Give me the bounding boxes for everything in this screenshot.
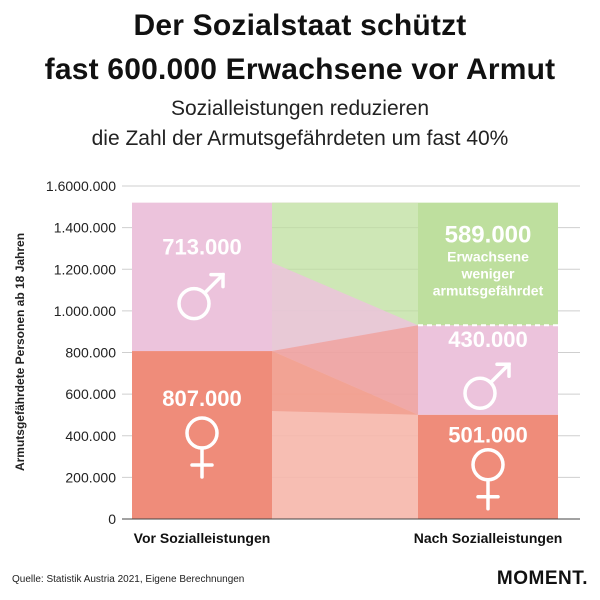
- male-symbol-icon: [463, 362, 511, 410]
- y-tick-label: 600.000: [65, 386, 116, 402]
- y-tick-label: 200.000: [65, 469, 116, 485]
- y-tick-label: 800.000: [65, 345, 116, 361]
- value-label-female-vor: 807.000: [162, 386, 242, 411]
- category-label: Nach Sozialleistungen: [414, 530, 563, 546]
- moment-logo: MOMENT.: [496, 568, 588, 589]
- y-tick-label: 1.000.000: [54, 303, 116, 319]
- male-symbol-icon: [177, 272, 225, 321]
- bar-female-vor: [132, 351, 272, 519]
- y-tick-label: 400.000: [65, 428, 116, 444]
- reduction-annotation-line: weniger: [461, 266, 515, 282]
- bar-reduction-nach: [418, 202, 558, 326]
- subtitle-line-1: Sozialleistungen reduzieren: [171, 97, 429, 120]
- reduction-annotation-line: armutsgefährdet: [433, 283, 544, 299]
- category-label: Vor Sozialleistungen: [134, 530, 271, 546]
- female-symbol-icon: [471, 447, 505, 511]
- bar-male-vor: [132, 202, 272, 352]
- y-tick-label: 0: [108, 511, 116, 527]
- value-label-female-nach: 501.000: [448, 423, 528, 448]
- title-line-2: fast 600.000 Erwachsene vor Armut: [44, 53, 556, 86]
- reduction-annotation-line: Erwachsene: [447, 249, 529, 265]
- y-tick-label: 1.6000.000: [46, 178, 116, 194]
- y-tick-label: 1.400.000: [54, 220, 116, 236]
- female-symbol-icon: [185, 416, 219, 479]
- subtitle-line-2: die Zahl der Armutsgefährdeten um fast 4…: [91, 127, 509, 150]
- bar-male-nach: [418, 325, 558, 415]
- title-line-1: Der Sozialstaat schützt: [133, 9, 467, 42]
- value-label-male-vor: 713.000: [162, 235, 242, 260]
- y-tick-label: 1.200.000: [54, 261, 116, 277]
- y-axis-label: Armutsgefährdete Personen ab 18 Jahren: [13, 233, 27, 471]
- value-label-male-nach: 430.000: [448, 327, 528, 352]
- flow-female-to-male: [272, 325, 418, 415]
- source-note: Quelle: Statistik Austria 2021, Eigene B…: [12, 574, 245, 585]
- value-label-reduction: 589.000: [445, 222, 532, 249]
